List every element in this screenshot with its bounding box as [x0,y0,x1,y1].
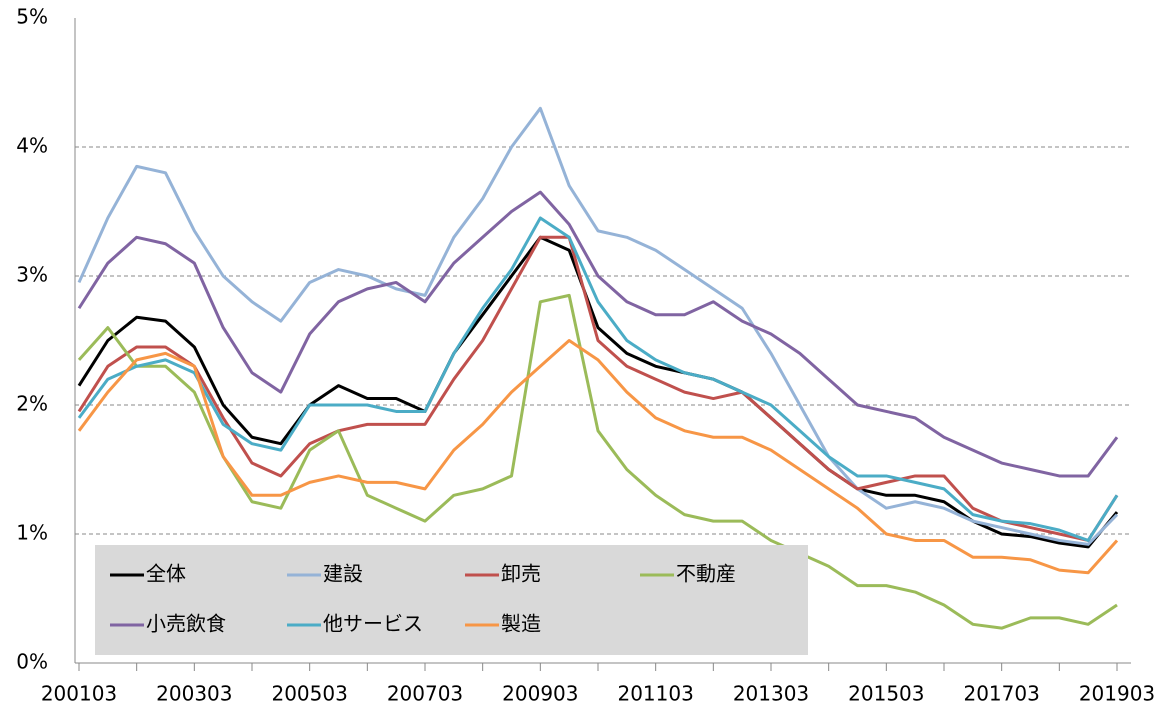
legend-box [95,545,808,655]
legend-label: 卸売 [501,562,541,586]
y-tick-label: 4% [16,134,48,158]
legend-label: 全体 [146,562,186,586]
series-line [77,216,1119,542]
legend-label: 他サービス [323,612,423,636]
legend-label: 建設 [323,562,363,586]
x-tick-label: 201703 [963,682,1039,706]
x-tick-label: 200303 [156,682,232,706]
series-line [77,235,1119,542]
series-line [77,293,1118,630]
y-tick-label: 0% [16,650,48,674]
series-line [77,235,1119,549]
x-tick-label: 200903 [502,682,578,706]
x-tick-label: 201503 [848,682,924,706]
x-tick-label: 200103 [41,682,117,706]
x-tick-label: 200503 [271,682,347,706]
x-tick-label: 200703 [387,682,463,706]
x-tick-label: 201303 [733,682,809,706]
x-tick-label: 201903 [1079,682,1154,706]
y-tick-label: 2% [16,392,48,416]
legend-label: 製造 [501,612,541,636]
x-tick-label: 201103 [617,682,693,706]
legend-label: 不動産 [676,562,736,586]
y-tick-label: 1% [16,521,48,545]
y-tick-label: 5% [16,5,48,29]
y-tick-label: 3% [16,263,48,287]
series-line [77,106,1119,546]
legend-label: 小売飲食 [146,612,226,636]
series-line [77,339,1119,575]
series-line [77,190,1119,478]
